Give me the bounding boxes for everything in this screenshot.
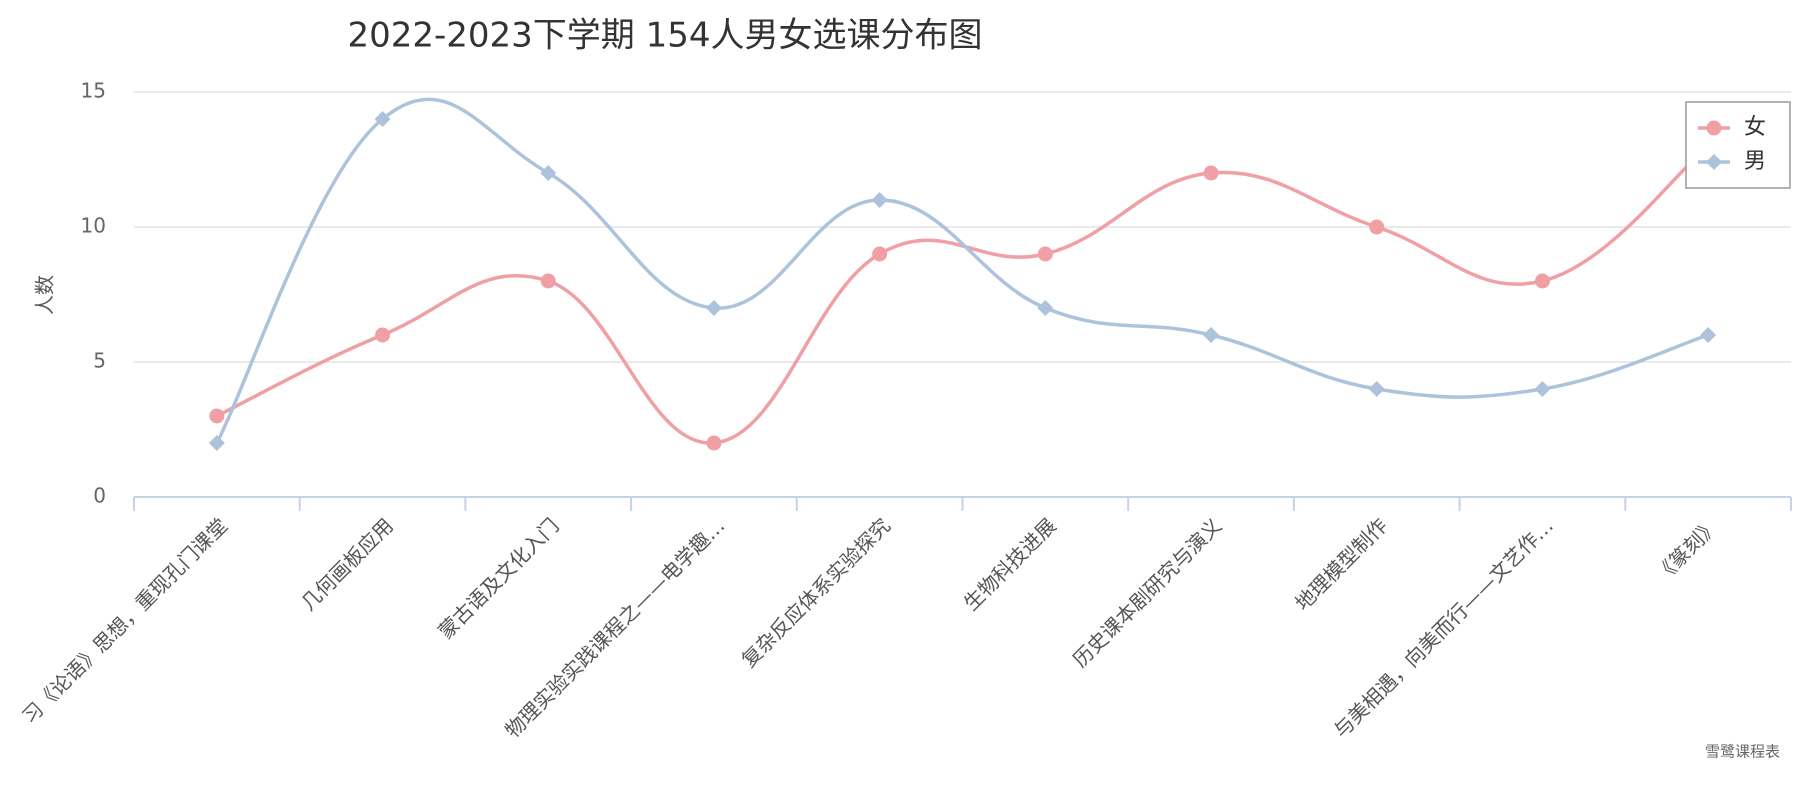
point [374, 111, 391, 127]
point [872, 246, 888, 262]
point [209, 408, 225, 424]
x-tick-label: 地理模型制作 [1290, 513, 1392, 615]
y-tick-label: 5 [93, 349, 106, 373]
legend-label: 男 [1744, 149, 1766, 174]
chart-title: 2022-2023下学期 154人男女选课分布图 [347, 16, 982, 56]
legend-marker [1706, 154, 1722, 170]
point [1369, 219, 1385, 235]
point [1700, 327, 1717, 343]
y-tick-label: 15 [81, 79, 106, 103]
x-tick-label: 《篆刻》 [1650, 513, 1724, 587]
y-tick-label: 10 [81, 214, 106, 238]
y-tick-label: 0 [93, 484, 106, 508]
x-tick-label: 蒙古语及文化入门 [434, 513, 564, 643]
point [540, 273, 556, 289]
point [540, 165, 557, 181]
credit: 雪鹭课程表 [1705, 743, 1780, 761]
y-axis-label: 人数 [33, 275, 57, 315]
point [1037, 246, 1053, 262]
point [1534, 381, 1551, 397]
legend-marker [1706, 120, 1722, 136]
point [1203, 327, 1220, 343]
series-line [215, 97, 1709, 444]
series-line [216, 144, 1710, 445]
x-tick-label: 习《论语》思想，重现孔门课堂 [17, 513, 232, 728]
point [1368, 381, 1385, 397]
point [1037, 300, 1054, 316]
x-tick-label: 生物科技进展 [959, 513, 1061, 615]
point [1203, 165, 1219, 181]
legend-label: 女 [1744, 115, 1766, 140]
x-tick-label: 几何画板应用 [296, 513, 398, 615]
x-tick-label: 复杂反应体系实验探究 [737, 513, 895, 671]
legend-box [1685, 101, 1791, 189]
point [1534, 273, 1550, 289]
x-tick-label: 历史课本剧研究与演义 [1068, 513, 1226, 671]
point [208, 435, 225, 451]
point [375, 327, 391, 343]
point [706, 435, 722, 451]
point [705, 300, 722, 316]
point [871, 192, 888, 208]
